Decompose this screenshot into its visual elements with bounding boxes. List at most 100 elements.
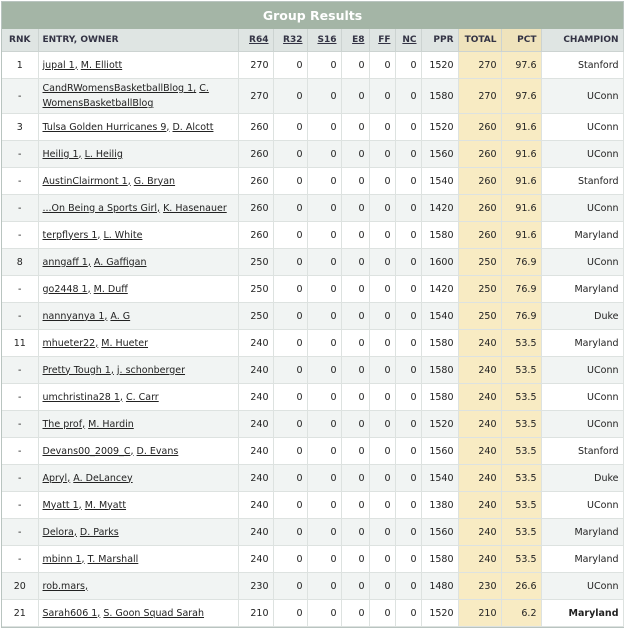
r32-cell: 0	[273, 491, 308, 519]
r32-cell: 0	[273, 383, 308, 411]
pct-cell: 97.6	[501, 51, 542, 79]
owner-link[interactable]: A. DeLancey	[73, 472, 133, 484]
entry-cell: Pretty Tough 1 j. schonberger	[38, 356, 239, 384]
owner-link[interactable]: L. White	[103, 229, 143, 241]
owner-link[interactable]: A. Gaffigan	[93, 256, 147, 268]
nc-cell: 0	[395, 572, 422, 600]
owner-link[interactable]: M. Myatt	[84, 499, 127, 511]
r32-cell: 0	[273, 275, 308, 303]
entry-cell: Myatt 1 M. Myatt	[38, 491, 239, 519]
entry-link[interactable]: ...On Being a Sports Girl	[43, 203, 161, 214]
sort-link[interactable]: NC	[402, 35, 417, 45]
owner-link[interactable]: M. Hardin	[88, 418, 134, 430]
entry-link[interactable]: go2448 1	[43, 284, 91, 295]
entry-link[interactable]: Devans00_2009_C	[43, 446, 134, 457]
entry-link[interactable]: Apryl	[43, 473, 71, 484]
entry-link[interactable]: umchristina28 1	[43, 392, 123, 403]
owner-link[interactable]: L. Heilig	[84, 148, 123, 160]
r32-cell: 0	[273, 221, 308, 249]
champion-cell: Stanford	[541, 51, 624, 79]
total-cell: 270	[458, 51, 502, 79]
ppr-cell: 1520	[421, 51, 459, 79]
sort-link[interactable]: R32	[283, 35, 303, 45]
entry-cell: CandRWomensBasketballBlog 1 C. WomensBas…	[38, 78, 239, 114]
entry-link[interactable]: anngaff 1	[43, 257, 91, 268]
s16-cell: 0	[307, 140, 342, 168]
sort-link[interactable]: S16	[317, 35, 337, 45]
entry-link[interactable]: Heilig 1	[43, 149, 82, 160]
owner-link[interactable]: G. Bryan	[133, 175, 176, 187]
result-row: -mbinn 1 T. Marshall24000000158024053.5M…	[2, 545, 624, 573]
entry-link[interactable]: jupal 1	[43, 60, 78, 71]
entry-link[interactable]: mbinn 1	[43, 554, 85, 565]
sort-link[interactable]: FF	[378, 35, 391, 45]
sort-link[interactable]: R64	[249, 35, 269, 45]
nc-cell: 0	[395, 437, 422, 465]
owner-link[interactable]: C. WomensBasketballBlog	[42, 83, 209, 109]
owner-link[interactable]: j. schonberger	[116, 364, 186, 376]
total-cell: 240	[458, 329, 502, 357]
entry-link[interactable]: AustinClairmont 1	[43, 176, 131, 187]
column-header: R64	[238, 29, 274, 52]
owner-link[interactable]: M. Elliott	[80, 59, 123, 71]
entry-link[interactable]: rob.mars	[43, 581, 89, 592]
entry-link[interactable]: Pretty Tough 1	[43, 365, 114, 376]
pct-cell: 76.9	[501, 275, 542, 303]
s16-cell: 0	[307, 572, 342, 600]
result-row: -CandRWomensBasketballBlog 1 C. WomensBa…	[2, 78, 624, 114]
entry-link[interactable]: nannyanya 1	[43, 311, 108, 322]
s16-cell: 0	[307, 518, 342, 546]
nc-cell: 0	[395, 221, 422, 249]
owner-link[interactable]: M. Duff	[93, 283, 128, 295]
pct-cell: 53.5	[501, 491, 542, 519]
owner-link[interactable]: D. Alcott	[172, 121, 214, 133]
entry-link[interactable]: Myatt 1	[43, 500, 82, 511]
pct-cell: 53.5	[501, 518, 542, 546]
ppr-cell: 1540	[421, 167, 459, 195]
sort-link[interactable]: E8	[352, 35, 365, 45]
ppr-cell: 1420	[421, 194, 459, 222]
total-cell: 240	[458, 464, 502, 492]
ff-cell: 0	[369, 140, 396, 168]
r64-cell: 240	[238, 383, 274, 411]
entry-cell: Heilig 1 L. Heilig	[38, 140, 239, 168]
owner-link[interactable]: D. Parks	[79, 526, 119, 538]
column-header: NC	[395, 29, 422, 52]
owner-link[interactable]: S. Goon Squad Sarah	[103, 607, 205, 619]
total-cell: 260	[458, 140, 502, 168]
total-cell: 250	[458, 302, 502, 330]
owner-link[interactable]: T. Marshall	[87, 553, 139, 565]
owner-link[interactable]: D. Evans	[136, 445, 179, 457]
entry-cell: terpflyers 1 L. White	[38, 221, 239, 249]
rank-cell: 20	[2, 572, 39, 600]
entry-link[interactable]: The prof	[43, 419, 86, 430]
owner-link[interactable]: M. Hueter	[101, 337, 149, 349]
total-cell: 240	[458, 545, 502, 573]
r32-cell: 0	[273, 302, 308, 330]
entry-link[interactable]: terpflyers 1	[43, 230, 101, 241]
owner-link[interactable]: C. Carr	[125, 391, 159, 403]
nc-cell: 0	[395, 51, 422, 79]
entry-link[interactable]: Sarah606 1	[43, 608, 101, 619]
ppr-cell: 1580	[421, 221, 459, 249]
rank-cell: -	[2, 410, 39, 438]
s16-cell: 0	[307, 78, 342, 114]
entry-link[interactable]: mhueter22	[43, 338, 99, 349]
owner-link[interactable]: A. G	[110, 310, 131, 322]
entry-link[interactable]: Delora	[43, 527, 77, 538]
owner-link[interactable]: K. Hasenauer	[163, 202, 227, 214]
r32-cell: 0	[273, 572, 308, 600]
ppr-cell: 1540	[421, 464, 459, 492]
entry-link[interactable]: Tulsa Golden Hurricanes 9	[43, 122, 170, 133]
entry-link[interactable]: CandRWomensBasketballBlog 1	[43, 83, 197, 94]
r32-cell: 0	[273, 437, 308, 465]
rank-cell: -	[2, 194, 39, 222]
ppr-cell: 1560	[421, 140, 459, 168]
r64-cell: 240	[238, 464, 274, 492]
s16-cell: 0	[307, 51, 342, 79]
r64-cell: 250	[238, 275, 274, 303]
nc-cell: 0	[395, 464, 422, 492]
